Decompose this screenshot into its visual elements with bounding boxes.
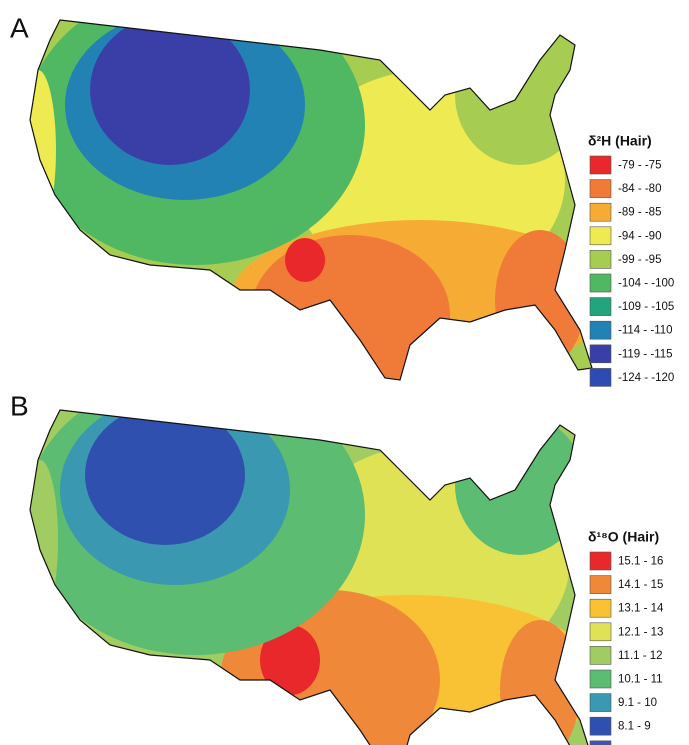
legend-swatch xyxy=(590,180,611,198)
legend-swatch xyxy=(590,599,611,617)
legend-label: 15.1 - 16 xyxy=(618,556,663,568)
legend-swatch xyxy=(590,345,611,363)
legend-label: -99 - -95 xyxy=(618,254,661,266)
legend-swatch xyxy=(590,576,611,594)
legend-swatch xyxy=(590,368,611,386)
legend-swatch xyxy=(590,623,611,641)
legend-swatch xyxy=(590,741,611,745)
legend-label: -84 - -80 xyxy=(618,183,661,195)
legend-swatch xyxy=(590,717,611,735)
legend-label: -114 - -110 xyxy=(618,325,673,337)
legend-swatch xyxy=(590,227,611,245)
map-b xyxy=(0,375,600,745)
legend-label: 11.1 - 12 xyxy=(618,650,663,662)
map-a xyxy=(0,0,610,395)
legend-swatch xyxy=(590,156,611,174)
legend-label: -89 - -85 xyxy=(618,207,661,219)
panel-label: A xyxy=(10,12,29,43)
legend-title: δ¹⁸O (Hair) xyxy=(588,529,659,545)
legend-swatch xyxy=(590,321,611,339)
legend-swatch xyxy=(590,646,611,664)
figure: A B δ²H (Hair) δ¹⁸O (Hair) -79 - -75 -84 … xyxy=(0,0,689,745)
legend-swatch xyxy=(590,670,611,688)
legend-label: -124 - -120 xyxy=(618,372,674,384)
legend-swatch xyxy=(590,552,611,570)
legend-swatch xyxy=(590,250,611,268)
legend-label: 13.1 - 14 xyxy=(618,603,664,615)
legend-label: 9.1 - 10 xyxy=(618,697,657,709)
legend-title: δ²H (Hair) xyxy=(588,133,652,149)
legend-label: -119 - -115 xyxy=(618,348,673,360)
legend-label: 12.1 - 13 xyxy=(618,626,663,638)
legend-swatch xyxy=(590,694,611,712)
legend-label: 8.1 - 9 xyxy=(618,721,651,733)
legend-label: -79 - -75 xyxy=(618,160,661,172)
legend-swatch xyxy=(590,298,611,316)
legend-swatch xyxy=(590,203,611,221)
legend-label: -94 - -90 xyxy=(618,230,661,242)
legend-swatch xyxy=(590,274,611,292)
legend-label: 10.1 - 11 xyxy=(618,674,663,686)
legend-label: -104 - -100 xyxy=(618,278,674,290)
panel-label: B xyxy=(10,390,29,421)
legend-label: 14.1 - 15 xyxy=(618,579,663,591)
legend-label: -109 - -105 xyxy=(618,301,674,313)
